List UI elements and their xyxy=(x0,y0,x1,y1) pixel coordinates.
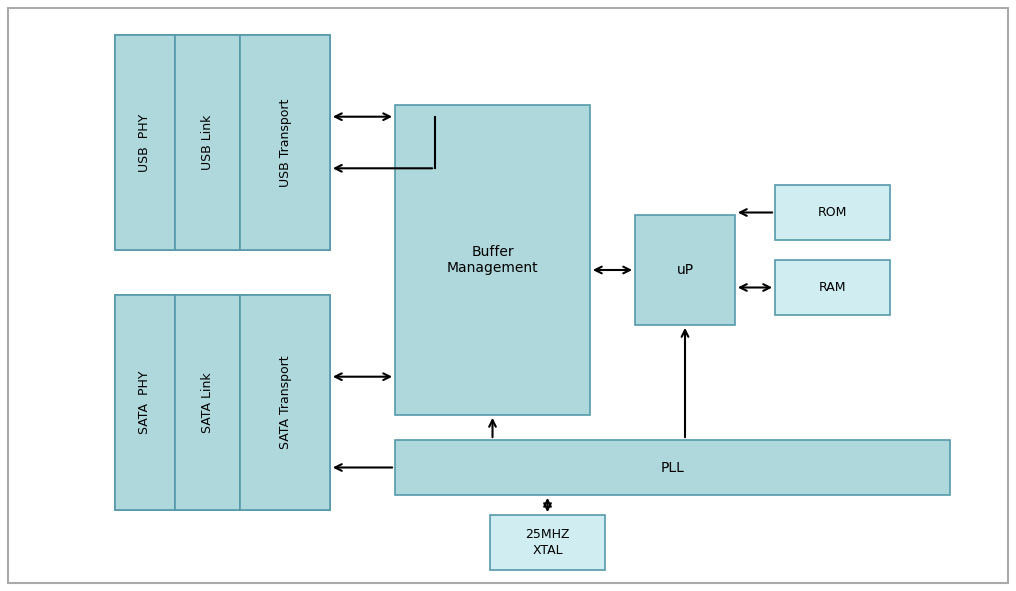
Text: USB Transport: USB Transport xyxy=(278,98,292,187)
Text: USB Link: USB Link xyxy=(201,115,214,170)
Bar xyxy=(175,295,240,510)
Text: uP: uP xyxy=(677,263,694,277)
Bar xyxy=(115,295,175,510)
Text: SATA  PHY: SATA PHY xyxy=(138,371,151,434)
Text: PLL: PLL xyxy=(660,460,685,475)
Bar xyxy=(175,35,240,250)
Bar xyxy=(395,105,590,415)
Text: RAM: RAM xyxy=(819,281,846,294)
Bar xyxy=(115,35,330,250)
Text: 25MHZ
XTAL: 25MHZ XTAL xyxy=(525,528,570,557)
Bar xyxy=(635,215,735,325)
Bar xyxy=(490,515,605,570)
Bar xyxy=(395,440,950,495)
Bar xyxy=(115,35,175,250)
Text: SATA Link: SATA Link xyxy=(201,372,214,433)
Bar xyxy=(115,295,330,510)
Text: USB  PHY: USB PHY xyxy=(138,113,151,171)
Bar xyxy=(240,295,330,510)
Text: ROM: ROM xyxy=(818,206,847,219)
Bar xyxy=(775,185,890,240)
Text: Buffer
Management: Buffer Management xyxy=(447,245,538,275)
Text: SATA Transport: SATA Transport xyxy=(278,356,292,449)
Bar xyxy=(775,260,890,315)
Bar xyxy=(240,35,330,250)
